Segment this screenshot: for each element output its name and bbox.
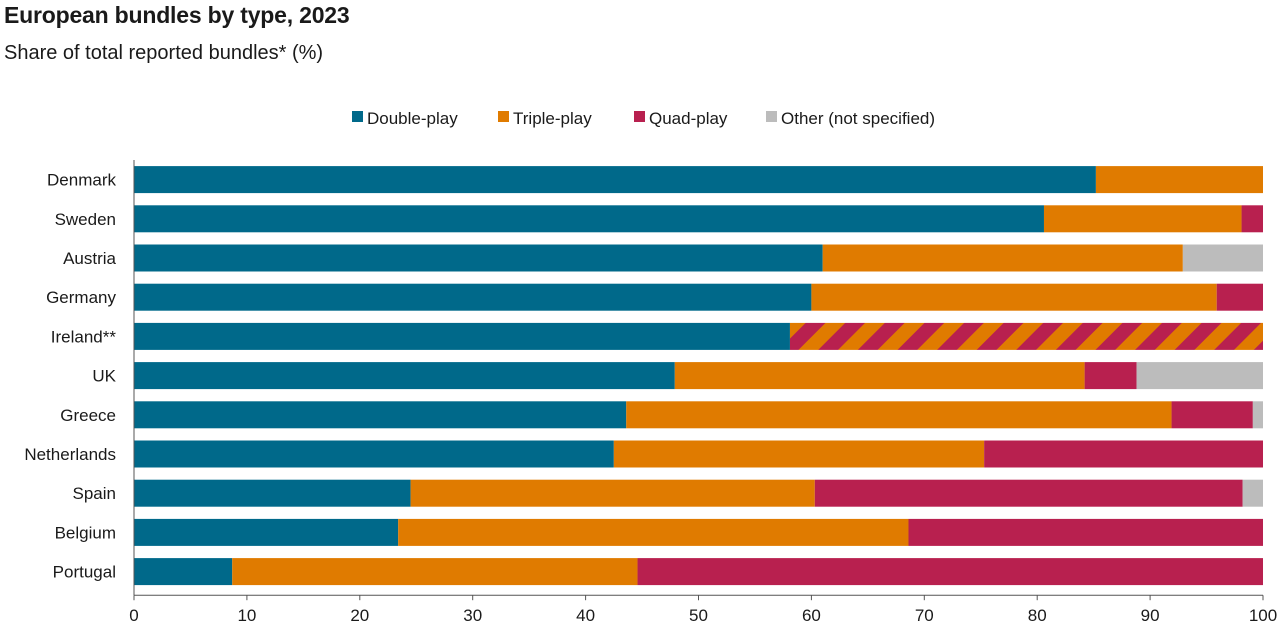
bar-belgium-triple-play (398, 518, 909, 546)
category-label-spain: Spain (73, 484, 116, 503)
bar-sweden-double-play (134, 205, 1044, 233)
bar-spain-quad-play (814, 479, 1243, 507)
bar-germany-double-play (134, 283, 812, 311)
legend-label-quad-play: Quad-play (649, 109, 728, 128)
x-tick-label-0: 0 (129, 606, 138, 624)
chart-title: European bundles by type, 2023 (4, 2, 350, 28)
bar-portugal-double-play (134, 558, 233, 586)
x-tick-label-10: 10 (237, 606, 256, 624)
bar-greece-quad-play (1171, 401, 1253, 429)
x-axis: 0 10 20 30 40 50 60 70 80 90 100 (129, 160, 1277, 624)
bar-portugal-quad-play (637, 558, 1263, 586)
legend-swatch-quad-play (634, 111, 645, 122)
x-tick-label-20: 20 (350, 606, 369, 624)
chart-subtitle: Share of total reported bundles* (%) (4, 42, 324, 64)
bar-germany-quad-play (1216, 283, 1263, 311)
bars: Denmark Sweden Austria Germany Ireland** UK Gr… (24, 166, 1263, 586)
bar-belgium-quad-play (908, 518, 1263, 546)
bar-netherlands-triple-play (613, 440, 985, 468)
legend: Double-play Triple-play Quad-play Other (no… (352, 109, 935, 128)
category-label-belgium: Belgium (55, 523, 116, 542)
legend-label-other-not-specified: Other (not specified) (781, 109, 935, 128)
x-tick-label-70: 70 (915, 606, 934, 624)
category-label-ireland: Ireland** (51, 327, 117, 346)
x-tick-label-50: 50 (689, 606, 708, 624)
bar-netherlands-quad-play (984, 440, 1263, 468)
bar-sweden-triple-play (1043, 205, 1242, 233)
bar-spain-other-not-specified (1242, 479, 1263, 507)
legend-swatch-double-play (352, 111, 363, 122)
bar-uk-other-not-specified (1136, 362, 1263, 390)
category-label-uk: UK (92, 367, 116, 386)
bar-belgium-double-play (134, 518, 399, 546)
bar-greece-other-not-specified (1252, 401, 1263, 429)
x-tick-label-80: 80 (1028, 606, 1047, 624)
bar-netherlands-double-play (134, 440, 614, 468)
bar-austria-other-not-specified (1182, 244, 1263, 272)
bar-germany-triple-play (811, 283, 1217, 311)
bar-portugal-triple-play (232, 558, 638, 586)
bar-ireland-double-play (134, 322, 790, 350)
category-label-greece: Greece (60, 406, 116, 425)
legend-label-double-play: Double-play (367, 109, 458, 128)
category-label-sweden: Sweden (55, 210, 116, 229)
category-label-denmark: Denmark (47, 171, 116, 190)
bar-greece-double-play (134, 401, 627, 429)
legend-swatch-triple-play (498, 111, 509, 122)
x-tick-label-60: 60 (802, 606, 821, 624)
x-tick-label-40: 40 (576, 606, 595, 624)
category-label-germany: Germany (46, 288, 116, 307)
bar-denmark-double-play (134, 166, 1096, 194)
bar-denmark-triple-play (1095, 166, 1263, 194)
bar-uk-double-play (134, 362, 675, 390)
bar-ireland-triple-quad-combined (789, 322, 1263, 350)
category-label-portugal: Portugal (53, 563, 116, 582)
legend-label-triple-play: Triple-play (513, 109, 592, 128)
x-tick-label-100: 100 (1249, 606, 1277, 624)
bar-austria-triple-play (822, 244, 1183, 272)
category-label-austria: Austria (63, 249, 116, 268)
legend-swatch-other-not-specified (766, 111, 777, 122)
category-label-netherlands: Netherlands (24, 445, 116, 464)
bar-spain-triple-play (410, 479, 815, 507)
x-tick-label-90: 90 (1141, 606, 1160, 624)
bar-sweden-quad-play (1241, 205, 1263, 233)
bar-spain-double-play (134, 479, 411, 507)
bar-uk-triple-play (674, 362, 1085, 390)
bar-greece-triple-play (626, 401, 1172, 429)
x-tick-label-30: 30 (463, 606, 482, 624)
bar-austria-double-play (134, 244, 823, 272)
bar-uk-quad-play (1084, 362, 1137, 390)
